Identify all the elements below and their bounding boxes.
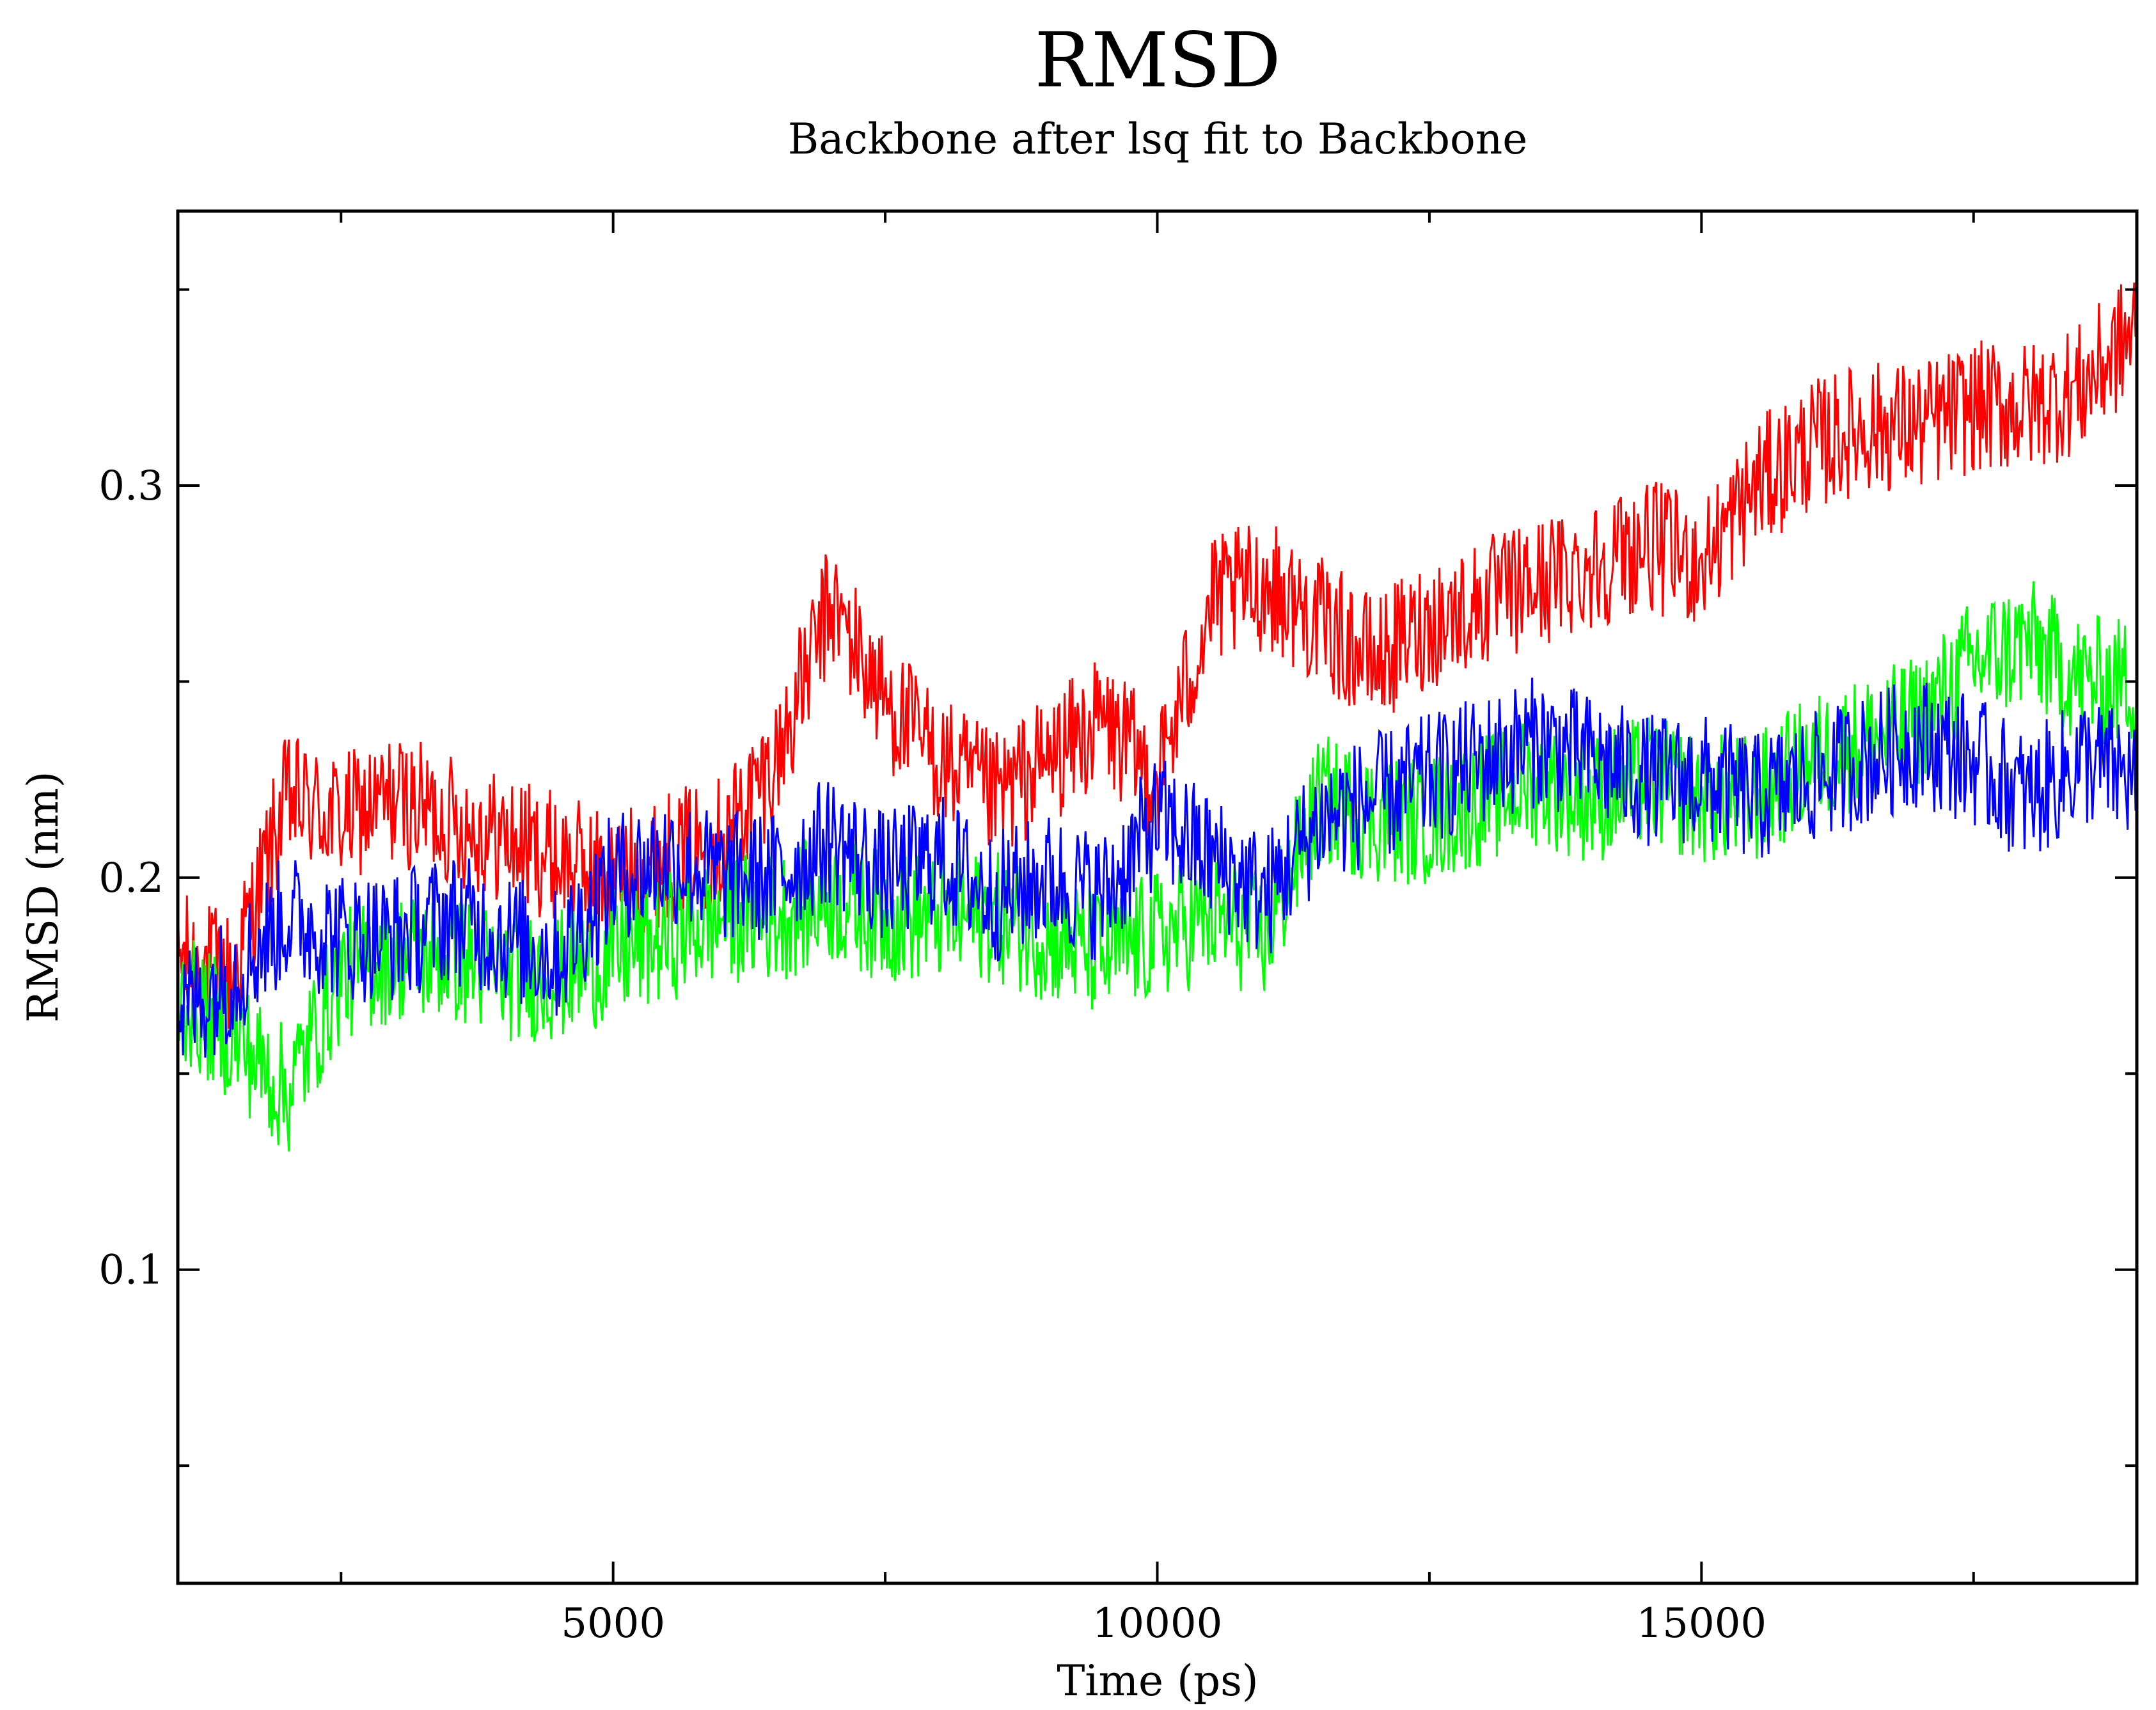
series-line-3 xyxy=(177,677,2138,1058)
x-tick-label: 15000 xyxy=(1637,1600,1767,1647)
x-tick-label: 5000 xyxy=(561,1600,665,1647)
chart-subtitle: Backbone after lsq fit to Backbone xyxy=(788,115,1528,164)
y-tick-label: 0.1 xyxy=(98,1247,164,1294)
y-tick-label: 0.2 xyxy=(98,855,164,902)
plot-frame xyxy=(176,209,2139,1585)
series-layer xyxy=(177,282,2138,1152)
y-tick-label: 0.3 xyxy=(98,463,164,510)
series-line-2 xyxy=(177,581,2138,1152)
series-line-1 xyxy=(177,282,2138,1029)
x-axis-label: Time (ps) xyxy=(1057,1656,1258,1706)
tick-layer: 5000 10000 15000 0.1 0.2 0.3 xyxy=(98,211,2137,1647)
y-axis-label: RMSD (nm) xyxy=(19,772,68,1023)
chart-title: RMSD xyxy=(1034,16,1280,104)
x-tick-label: 10000 xyxy=(1092,1600,1223,1647)
